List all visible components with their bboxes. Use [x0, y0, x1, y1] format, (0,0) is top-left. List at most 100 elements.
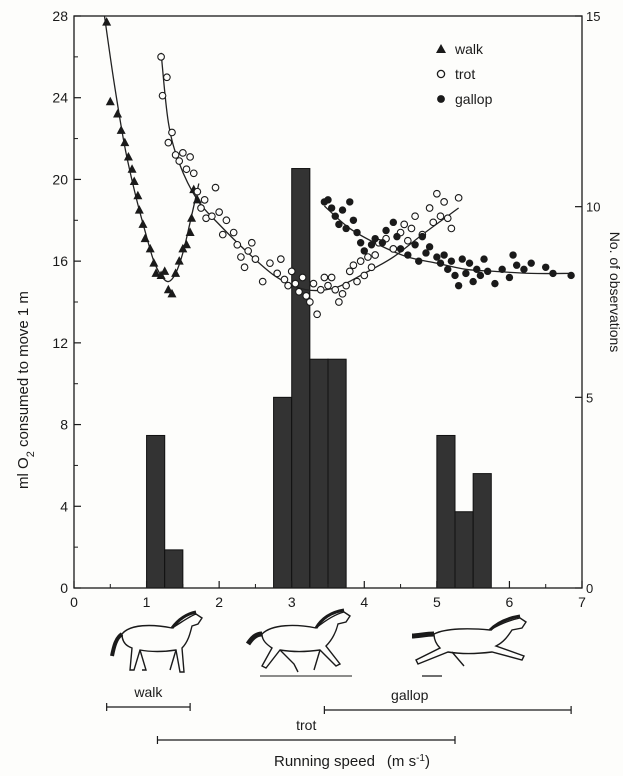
walk-data-point — [174, 256, 184, 265]
trot-data-point — [266, 259, 274, 268]
trot-data-point — [306, 298, 314, 306]
trot-data-point — [454, 193, 463, 202]
gallop-range-label: gallop — [391, 687, 429, 703]
legend-trot-marker — [436, 69, 446, 79]
gallop-data-point — [542, 263, 550, 271]
walk-data-point — [192, 194, 202, 204]
trot-data-point — [158, 91, 167, 100]
trot-data-point — [320, 273, 329, 282]
trot-range-label: trot — [296, 717, 316, 733]
x-tick-label: 7 — [578, 594, 586, 610]
trot-data-point — [240, 263, 249, 272]
gallop-data-point — [512, 261, 521, 269]
gallop-data-point — [378, 239, 387, 247]
trot-data-point — [338, 289, 347, 298]
trot-data-point — [327, 273, 336, 282]
gallop-data-point — [411, 241, 419, 249]
gallop-data-point — [509, 251, 517, 259]
gallop-data-point — [425, 243, 434, 251]
trot-data-point — [436, 212, 445, 221]
trot-data-point — [247, 238, 256, 247]
gallop-data-point — [436, 259, 445, 267]
trot-data-point — [342, 281, 350, 290]
walk-data-point — [181, 239, 191, 249]
legend-walk-label: walk — [454, 41, 484, 57]
gallop-data-point — [447, 257, 456, 265]
trot-data-point — [349, 261, 358, 270]
gallop-data-point — [367, 241, 376, 249]
trot-data-point — [389, 245, 398, 253]
gallop-data-point — [520, 265, 528, 274]
trot-data-point — [400, 220, 409, 229]
walk-range-label: walk — [133, 684, 163, 700]
walk-data-point — [171, 268, 181, 277]
gallop-data-point — [327, 204, 336, 212]
gallop-data-point — [567, 271, 575, 280]
trot-data-point — [168, 128, 176, 137]
legend-walk-marker — [436, 44, 446, 53]
gallop-data-point — [404, 251, 412, 259]
gallop-data-point — [465, 259, 474, 267]
walk-data-point — [167, 288, 177, 298]
trot-data-point — [429, 218, 438, 227]
trot-data-point — [335, 298, 343, 306]
trot-data-point — [233, 240, 242, 249]
gallop-data-point — [371, 234, 379, 243]
trot-data-point — [360, 271, 369, 280]
x-tick-label: 3 — [288, 594, 296, 610]
x-tick-label: 4 — [360, 594, 368, 610]
histogram-bar — [291, 168, 311, 589]
histogram-layer — [146, 168, 492, 589]
trot-data-point — [440, 198, 448, 206]
gallop-data-point — [389, 218, 398, 227]
y2-tick-label: 15 — [586, 9, 600, 24]
axes-layer — [73, 15, 583, 589]
x-tick-label: 5 — [433, 594, 441, 610]
x-tick-label: 2 — [215, 594, 223, 610]
gallop-data-point — [335, 220, 343, 229]
gallop-data-point — [418, 232, 427, 241]
trot-data-point — [356, 257, 365, 265]
trot-data-point — [295, 287, 303, 296]
gallop-data-point — [476, 271, 485, 280]
trotting-horse-icon — [245, 608, 352, 677]
y2-tick-label: 5 — [586, 390, 593, 405]
trot-data-point — [197, 204, 205, 212]
walk-data-point — [140, 233, 150, 243]
trot-data-point — [222, 216, 231, 225]
trot-data-point — [280, 275, 289, 284]
trot-data-point — [447, 224, 456, 233]
galloping-horse-icon — [411, 614, 527, 677]
trot-data-point — [215, 208, 223, 216]
walk-data-point — [120, 137, 130, 147]
trot-data-point — [443, 214, 452, 223]
trot-data-point — [208, 212, 216, 221]
legend: walk trot gallop — [436, 41, 493, 107]
trot-data-point — [313, 310, 321, 319]
gallop-data-point — [324, 196, 332, 204]
trot-data-point — [316, 285, 325, 294]
trot-data-point — [157, 53, 165, 61]
trot-data-point — [273, 269, 282, 278]
trot-data-point — [229, 228, 238, 237]
walk-data-point — [127, 164, 137, 173]
walk-data-point — [185, 227, 195, 237]
walk-data-point — [151, 268, 161, 277]
x-tick-label: 1 — [143, 594, 151, 610]
walk-data-point — [116, 125, 126, 134]
histogram-bar — [454, 511, 474, 589]
histogram-bar — [309, 358, 329, 589]
trot-data-point — [200, 196, 209, 204]
gallop-data-point — [382, 226, 390, 235]
walk-data-point — [138, 219, 148, 228]
y-tick-label: 28 — [52, 8, 68, 24]
histogram-bar — [436, 434, 456, 589]
gallop-data-point — [444, 265, 452, 274]
gallop-data-point — [360, 247, 368, 255]
trot-data-point — [193, 187, 202, 196]
walk-fit-curve — [103, 15, 200, 283]
gallop-data-point — [422, 249, 430, 257]
trot-data-point — [331, 285, 340, 294]
x-tick-label: 6 — [506, 594, 514, 610]
trot-data-point — [163, 73, 171, 82]
